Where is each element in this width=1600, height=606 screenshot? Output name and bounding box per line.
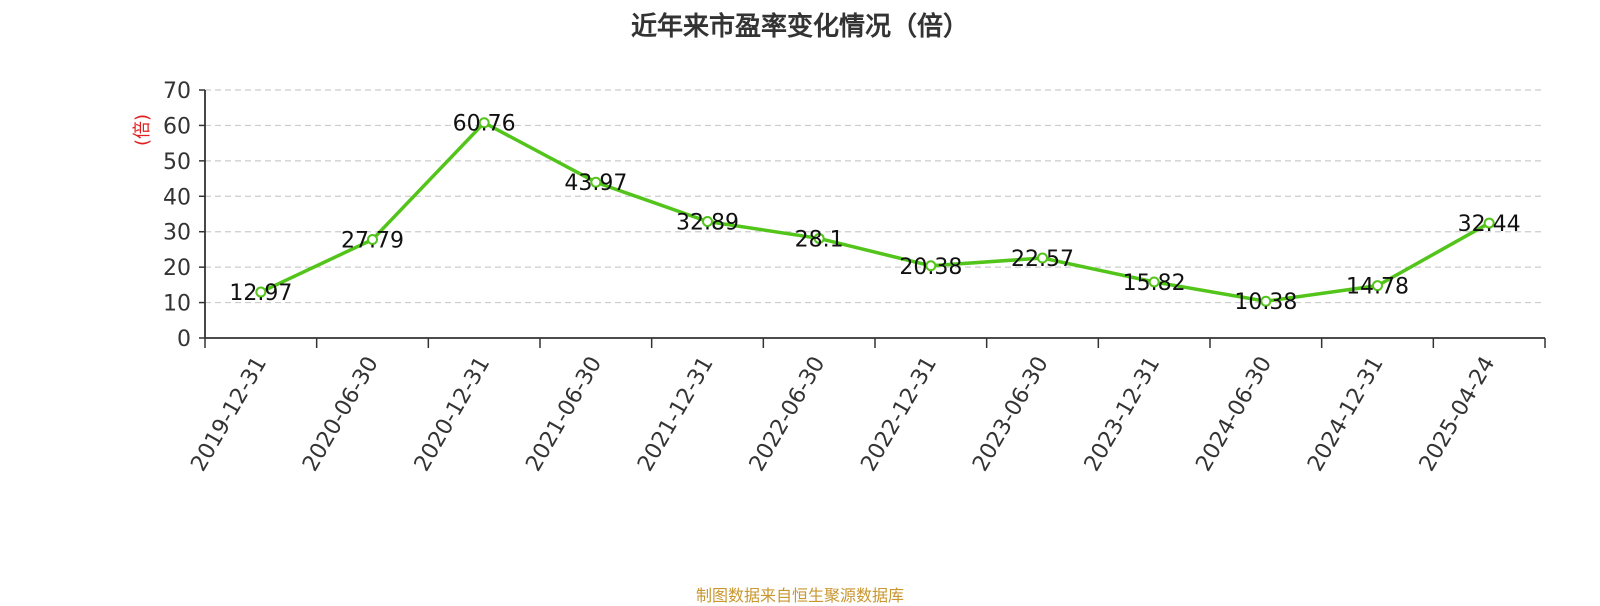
data-point[interactable] [1260,295,1272,307]
data-label: 43.97 [564,171,627,196]
x-tick-label: 2025-04-24 [1415,353,1501,476]
data-point[interactable] [1148,276,1160,288]
y-tick-label: 70 [163,79,191,104]
data-label: 10.38 [1234,290,1297,315]
data-point[interactable] [1483,217,1495,229]
x-tick-label: 2022-12-31 [856,352,942,475]
x-axis: 2019-12-31 2020-06-30 2020-12-31 2021-06-30… [186,337,1546,476]
data-point[interactable] [367,234,378,246]
source-note: 制图数据来自恒生聚源数据库 [695,586,904,605]
data-label: 27.79 [341,229,404,254]
x-tick-label: 2024-12-31 [1303,353,1389,476]
x-tick-label: 2022-06-30 [745,353,831,476]
data-point[interactable] [925,260,937,272]
data-point[interactable] [813,232,825,244]
x-tick-label: 2021-06-30 [521,353,607,476]
series-line [260,120,1491,303]
y-tick-label: 60 [163,114,191,139]
y-tick-label: 40 [163,185,191,210]
data-label: 32.44 [1458,212,1521,237]
x-tick-label: 2021-12-31 [633,353,719,476]
x-tick-label: 2023-06-30 [968,353,1054,476]
x-tick-label: 2023-12-31 [1080,353,1166,476]
data-label: 20.38 [899,255,962,280]
x-tick-label: 2020-06-30 [298,353,384,476]
data-point[interactable] [702,215,713,227]
y-axis: 0 10 20 30 40 50 60 70 [163,79,206,352]
data-labels: 12.97 27.79 60.76 43.97 32.89 28.1 20.38 22.57 1… [229,112,1520,315]
data-point[interactable] [255,286,267,298]
data-label: 14.78 [1346,275,1409,300]
data-label: 28.1 [795,227,844,252]
y-tick-label: 20 [163,256,191,281]
data-label: 60.76 [453,112,516,137]
data-label: 12.97 [229,281,292,306]
data-point[interactable] [1372,280,1383,292]
y-tick-label: 0 [177,327,191,352]
y-tick-label: 50 [163,150,191,175]
y-tick-label: 10 [163,292,191,317]
data-point[interactable] [1037,252,1048,264]
data-label: 22.57 [1011,247,1074,272]
y-tick-label: 30 [163,221,191,246]
data-point[interactable] [590,176,602,188]
data-point[interactable] [478,117,490,129]
data-label: 32.89 [676,210,739,235]
series-line-path [260,120,1491,303]
y-axis-label: (倍) [132,114,153,146]
data-label: 15.82 [1123,271,1186,296]
data-points [255,117,1495,307]
x-tick-label: 2019-12-31 [186,353,272,476]
x-tick-label: 2020-12-31 [410,352,496,475]
x-tick-label: 2024-06-30 [1191,353,1277,476]
pe-ratio-line-chart: 0 10 20 30 40 50 60 70 2019-12-31 2020-06-30 2020… [132,79,1546,476]
chart-title: 近年来市盈率变化情况（倍） [630,12,969,42]
grid-lines [205,89,1545,304]
